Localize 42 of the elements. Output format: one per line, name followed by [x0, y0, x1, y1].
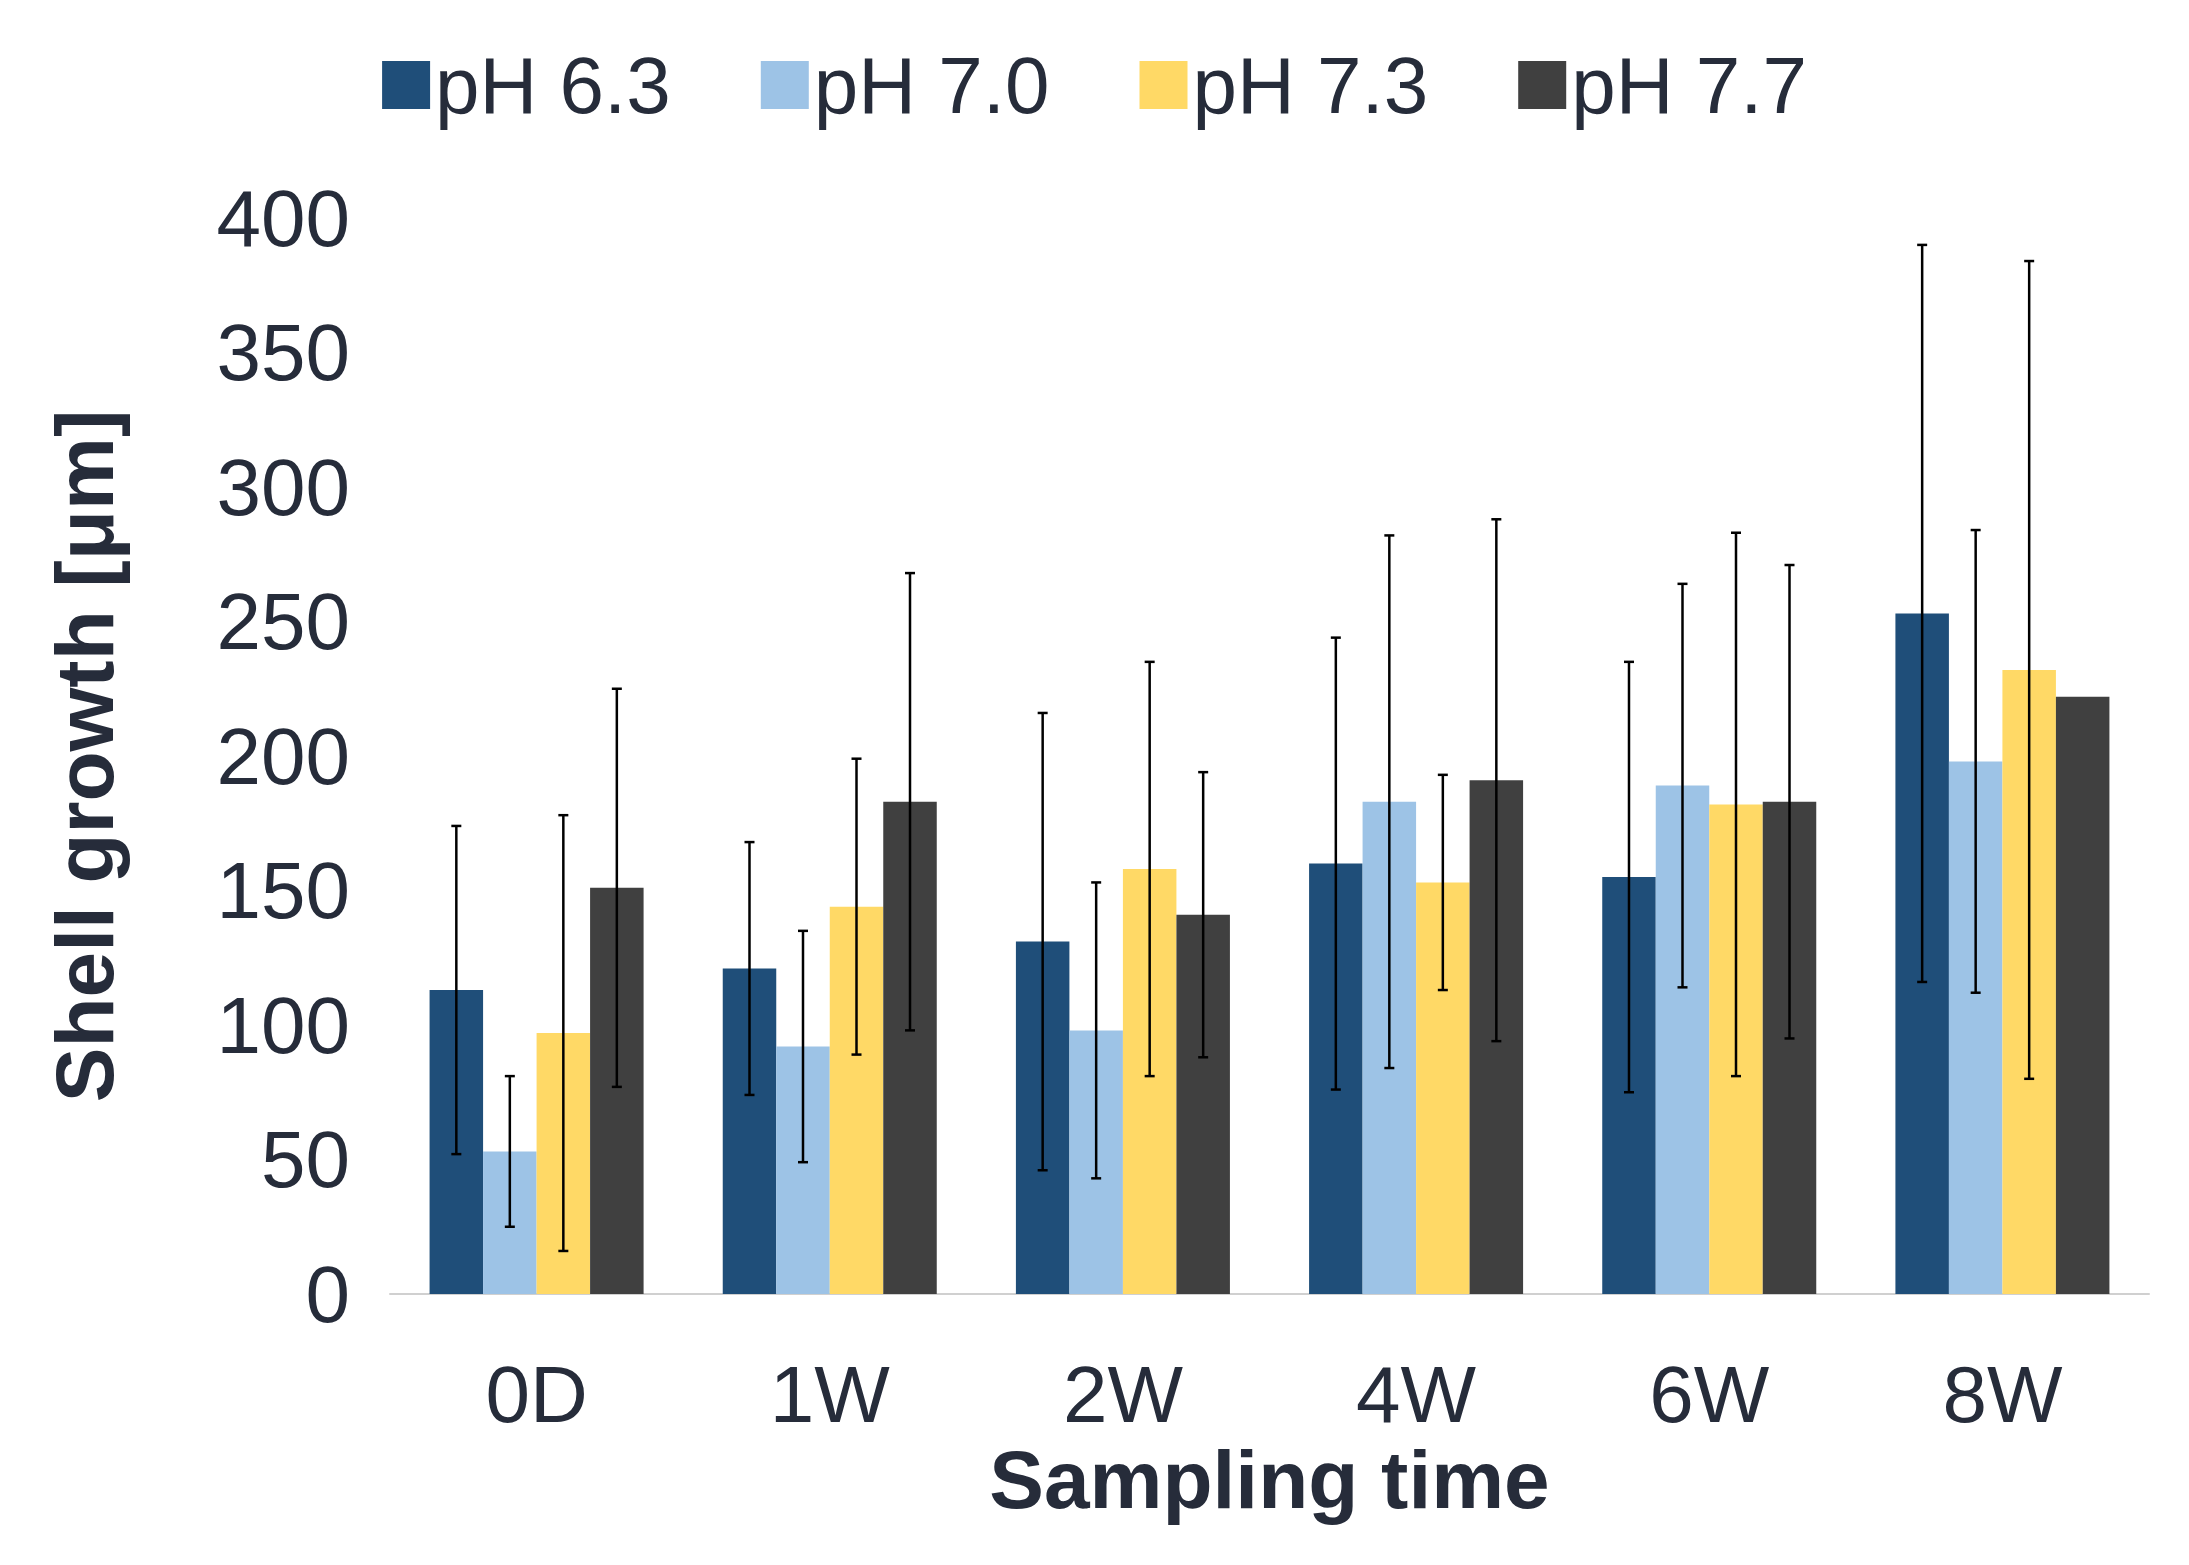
y-tick-label: 50 — [261, 1115, 350, 1204]
legend-label: pH 6.3 — [435, 40, 671, 130]
y-tick-label: 250 — [216, 577, 350, 666]
bar — [1762, 801, 1817, 1294]
bar — [2055, 696, 2110, 1294]
bar — [483, 1151, 537, 1294]
bar — [2002, 669, 2056, 1294]
bar — [776, 1046, 830, 1294]
legend-label: pH 7.7 — [1571, 40, 1807, 130]
bar — [722, 968, 777, 1294]
bar — [1015, 941, 1070, 1294]
y-axis-title: Shell growth [μm] — [38, 409, 130, 1103]
bar — [1122, 868, 1177, 1294]
bar — [590, 887, 644, 1294]
y-tick-label: 100 — [216, 980, 350, 1070]
bar — [1069, 1030, 1123, 1294]
bar — [829, 906, 884, 1294]
x-tick-label: 0D — [485, 1349, 588, 1439]
bar — [1948, 761, 2003, 1294]
y-tick-label: 300 — [216, 442, 350, 532]
bar — [1469, 780, 1524, 1294]
bar — [1895, 613, 1949, 1294]
bar — [1602, 877, 1656, 1294]
x-tick-label: 1W — [769, 1349, 891, 1439]
bar — [883, 801, 937, 1294]
y-tick-label: 350 — [216, 308, 350, 397]
bar — [1416, 882, 1470, 1294]
y-tick-label: 200 — [216, 711, 350, 801]
x-tick-label: 6W — [1649, 1349, 1770, 1439]
legend-label: pH 7.0 — [813, 40, 1050, 130]
bar — [1176, 914, 1230, 1294]
y-tick-label: 400 — [216, 173, 350, 263]
y-tick-label: 150 — [216, 846, 350, 935]
bar — [1309, 863, 1363, 1294]
bar — [1709, 804, 1763, 1294]
bar — [1655, 785, 1710, 1294]
bar — [536, 1033, 591, 1294]
x-tick-label: 8W — [1942, 1349, 2063, 1439]
legend-label: pH 7.3 — [1192, 40, 1429, 130]
y-tick-label: 0 — [305, 1249, 350, 1339]
bar — [429, 990, 484, 1294]
bar — [1362, 801, 1417, 1294]
